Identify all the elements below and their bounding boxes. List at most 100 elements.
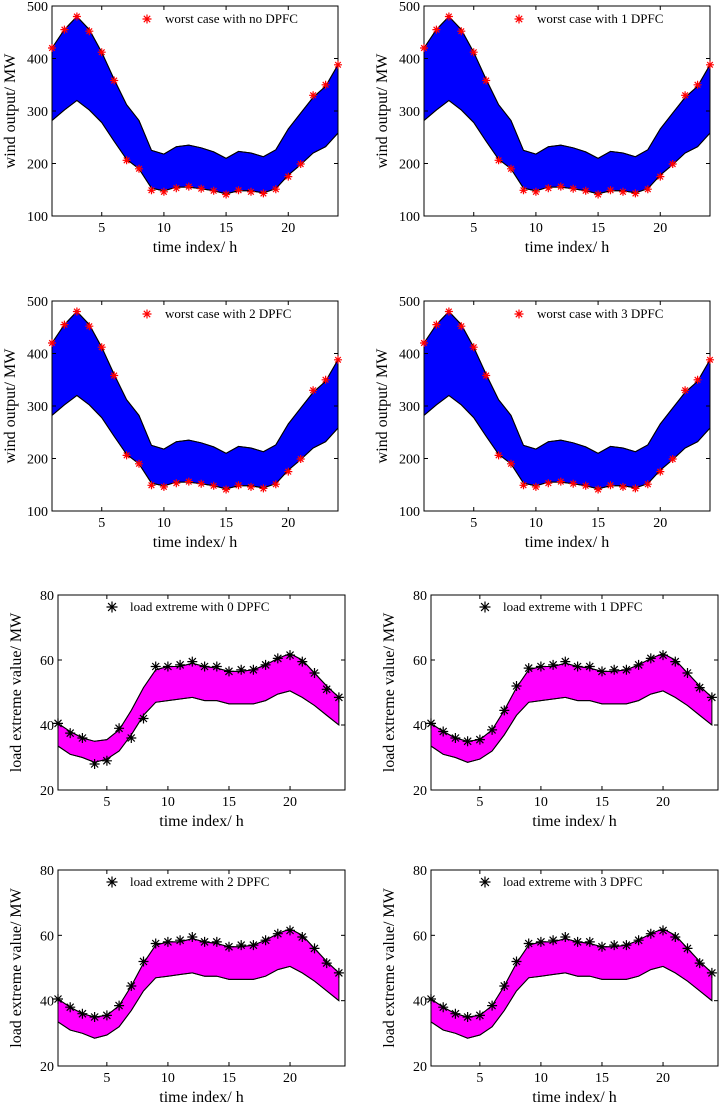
x-tick-label: 15 [222,795,236,810]
y-tick-label: 20 [40,784,54,799]
x-tick-label: 5 [470,221,477,236]
worst-case-marker [426,994,436,1004]
y-tick-label: 60 [413,654,427,669]
x-tick-label: 20 [656,1071,670,1086]
y-tick-label: 400 [27,53,48,68]
worst-case-marker [457,27,466,36]
worst-case-marker [334,60,342,69]
y-tick-label: 80 [40,864,54,879]
worst-case-marker [523,938,534,949]
worst-case-marker [77,733,88,743]
worst-case-marker [531,482,540,491]
x-tick-label: 5 [98,221,105,236]
worst-case-marker [187,656,198,667]
legend-label: load extreme with 3 DPFC [503,874,642,889]
worst-case-marker [682,943,693,954]
x-axis-label: time index/ h [525,534,609,551]
worst-case-marker [211,661,222,672]
x-tick-label: 20 [283,1071,297,1086]
worst-case-marker [147,186,156,195]
worst-case-marker [581,186,590,195]
y-axis-label: load extreme value/ MW [381,887,398,1047]
y-axis-label: wind output/ MW [374,53,391,169]
worst-case-marker [284,172,293,181]
y-tick-label: 80 [413,589,427,604]
worst-case-marker [619,482,627,491]
x-axis-label: time index/ h [159,813,243,830]
worst-case-marker [222,485,231,494]
worst-case-marker [597,666,607,677]
worst-case-marker [544,479,553,488]
worst-case-marker [606,186,615,195]
legend-marker [142,14,152,24]
y-axis-label: load extreme value/ MW [8,612,25,772]
worst-case-marker [122,156,131,165]
worst-case-marker [535,936,546,947]
worst-case-marker [260,659,271,670]
worst-case-marker [138,713,149,724]
worst-case-marker [594,485,603,494]
legend-marker [479,601,491,613]
worst-case-marker [706,967,717,978]
worst-case-marker [633,659,644,670]
x-tick-label: 5 [103,795,110,810]
worst-case-marker [211,936,222,947]
worst-case-marker [110,76,119,85]
worst-case-marker [135,164,143,173]
x-axis-label: time index/ h [525,239,609,256]
worst-case-marker [147,481,156,490]
worst-case-marker [150,938,161,949]
worst-case-marker [272,653,283,664]
worst-case-marker [482,76,491,85]
legend-marker [514,14,524,24]
worst-case-marker [474,1010,485,1021]
band-area [423,310,711,490]
y-tick-label: 500 [399,0,420,15]
legend-label: worst case with 2 DPFC [165,306,291,321]
worst-case-marker [420,44,428,52]
worst-case-marker [645,653,656,664]
legend-label: worst case with 3 DPFC [537,306,663,321]
axes-frame [430,869,719,1067]
legend-marker [106,601,118,613]
worst-case-marker [309,668,320,678]
worst-case-marker [138,956,149,967]
x-tick-label: 15 [595,1071,609,1086]
worst-case-marker [681,386,690,395]
worst-case-marker [122,451,131,460]
worst-case-marker [572,661,583,672]
worst-case-marker [199,936,210,947]
x-tick-label: 5 [476,1071,483,1086]
x-tick-label: 20 [656,795,670,810]
worst-case-marker [60,320,69,329]
band-area [430,652,713,763]
y-tick-label: 20 [413,1060,427,1075]
y-tick-label: 40 [40,995,54,1010]
worst-case-marker [519,186,528,195]
x-tick-label: 10 [157,516,171,531]
band-area [423,15,711,195]
y-tick-label: 500 [399,295,420,310]
worst-case-marker [548,935,559,946]
worst-case-marker [556,477,565,486]
subplot-5: 5 10 15 20 20 40 60 80 load extreme with 0 DPFC t… [8,589,346,830]
y-tick-label: 400 [27,348,48,363]
worst-case-marker [682,668,693,678]
worst-case-marker [706,355,714,364]
worst-case-marker [159,187,168,196]
worst-case-marker [494,451,503,460]
worst-case-marker [53,994,63,1004]
x-tick-label: 10 [161,795,175,810]
worst-case-marker [581,481,590,490]
x-tick-label: 15 [595,795,609,810]
axes-frame [57,594,346,791]
worst-case-marker [175,935,186,946]
worst-case-marker [438,726,449,737]
worst-case-marker [333,692,344,703]
y-axis-label: wind output/ MW [2,348,19,464]
worst-case-marker [321,958,332,969]
worst-case-marker [494,156,503,165]
worst-case-marker [285,650,295,661]
worst-case-marker [594,190,603,199]
x-tick-label: 5 [103,1071,110,1086]
